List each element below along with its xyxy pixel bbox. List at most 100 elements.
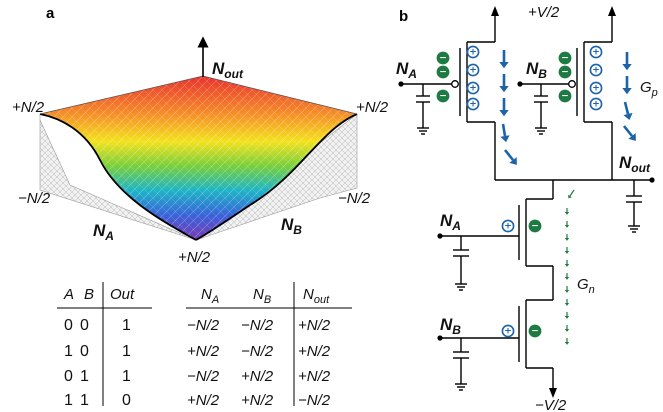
pmos-b-charge-4: +: [589, 63, 603, 77]
truth-r3-a: 1: [64, 392, 73, 409]
truth-header-b: B: [84, 286, 94, 303]
svg-text:−: −: [531, 222, 539, 232]
flow-right-0: [622, 52, 632, 71]
supply-top-label: +V/2: [528, 4, 560, 21]
value-r2-nb: +N/2: [241, 368, 274, 385]
truth-header-a: A: [63, 286, 74, 303]
value-r0-nb: −N/2: [241, 317, 274, 334]
truth-r3-out: 0: [122, 392, 131, 409]
pmos-a-bubble: [451, 80, 459, 88]
flow-left-4: [503, 149, 517, 165]
value-header-nb: NB: [253, 286, 271, 306]
svg-text:+: +: [504, 327, 512, 337]
svg-text:−: −: [561, 92, 569, 102]
axis-b-label: NB: [281, 215, 302, 237]
surface-left-wall: [39, 114, 197, 241]
flow-green-6: [564, 273, 570, 280]
flow-green-2: [564, 221, 570, 228]
svg-text:+: +: [504, 222, 512, 232]
truth-table: A B Out 0 0 1 1 0 1 0 1 1 1 1 0: [57, 282, 152, 409]
value-r2-na: −N/2: [187, 368, 220, 385]
svg-text:+: +: [469, 100, 477, 110]
flow-left-2: [499, 98, 509, 117]
left-top-label: +N/2: [12, 99, 45, 116]
svg-text:+: +: [469, 66, 477, 76]
pmos-a-charge-2: −: [436, 89, 450, 103]
truth-r0-b: 0: [80, 317, 89, 334]
svg-text:+: +: [469, 48, 477, 58]
flow-right-1: [622, 76, 632, 95]
value-r3-nout: −N/2: [298, 392, 331, 409]
supply-top-arrow-b: [608, 6, 616, 16]
flow-green-5: [564, 260, 570, 267]
truth-r1-b: 0: [80, 343, 89, 360]
right-mid-label: −N/2: [338, 190, 371, 207]
z-axis-label: Nout: [212, 59, 244, 81]
flow-green-10: [564, 325, 570, 332]
truth-r3-b: 1: [80, 392, 89, 409]
flow-green-8: [564, 299, 570, 306]
input-b-bottom-node: [437, 335, 443, 341]
value-r0-nout: +N/2: [298, 317, 331, 334]
value-r0-na: −N/2: [187, 317, 220, 334]
svg-text:−: −: [439, 92, 447, 102]
nmos-a-charge-positive: +: [501, 219, 515, 233]
svg-text:+: +: [592, 66, 600, 76]
truth-header-out: Out: [110, 286, 135, 303]
input-b-top-label: NB: [526, 59, 547, 81]
svg-text:−: −: [531, 327, 539, 337]
svg-text:−: −: [561, 68, 569, 78]
left-mid-label: −N/2: [18, 190, 51, 207]
flow-green-4: [564, 247, 570, 254]
pmos-b-charge-0: −: [558, 51, 572, 65]
svg-text:−: −: [439, 68, 447, 78]
supply-top-arrow-a: [491, 6, 499, 16]
value-header-na: NA: [201, 286, 219, 306]
pmos-b-charge-3: +: [589, 45, 603, 59]
value-r3-na: +N/2: [187, 392, 220, 409]
supply-bottom-label: −V/2: [535, 397, 567, 412]
flow-green-3: [564, 234, 570, 241]
supply-bottom-arrow: [549, 388, 557, 398]
flow-arrows: [499, 50, 636, 345]
value-table: NA NB Nout −N/2 −N/2 +N/2 +N/2 −N/2 +N/2…: [186, 282, 352, 409]
truth-r0-out: 1: [122, 317, 131, 334]
pmos-b-bubble: [568, 80, 576, 88]
right-top-label: +N/2: [356, 99, 389, 116]
input-a-top-label: NA: [396, 59, 417, 81]
truth-r1-out: 1: [122, 343, 131, 360]
truth-r2-b: 1: [80, 368, 89, 385]
pmos-a-charge-5: +: [466, 81, 480, 95]
gn-label: Gn: [577, 276, 595, 296]
pmos-b-charge-6: +: [589, 97, 603, 111]
flow-green-11: [564, 338, 570, 345]
panel-a-letter: a: [46, 5, 55, 22]
surface-edge-left: [39, 113, 197, 241]
flow-green-7: [564, 286, 570, 293]
flow-right-2: [623, 101, 633, 121]
pmos-a-charge-1: −: [436, 65, 450, 79]
truth-r2-out: 1: [122, 368, 131, 385]
value-header-nout: Nout: [303, 286, 330, 306]
pmos-b-charge-5: +: [589, 81, 603, 95]
surface-mesh-overlay: [40, 76, 357, 240]
value-r1-nb: −N/2: [241, 343, 274, 360]
svg-text:−: −: [439, 54, 447, 64]
input-a-bottom-node: [437, 233, 443, 239]
flow-left-1: [499, 74, 509, 93]
output-node: [649, 177, 655, 183]
pmos-b-charge-1: −: [558, 65, 572, 79]
pmos-a-charge-4: +: [466, 63, 480, 77]
input-b-top-node: [517, 81, 523, 87]
value-r2-nout: +N/2: [298, 368, 331, 385]
pmos-a-charge-3: +: [466, 45, 480, 59]
nmos-a-charge-negative: −: [528, 219, 542, 233]
nmos-b-charge-positive: +: [501, 324, 515, 338]
flow-left-0: [499, 50, 509, 69]
pmos-b-charge-2: −: [558, 89, 572, 103]
flow-green-0: [568, 189, 575, 199]
svg-text:+: +: [469, 84, 477, 94]
truth-r2-a: 0: [64, 368, 73, 385]
value-r1-na: +N/2: [187, 343, 220, 360]
